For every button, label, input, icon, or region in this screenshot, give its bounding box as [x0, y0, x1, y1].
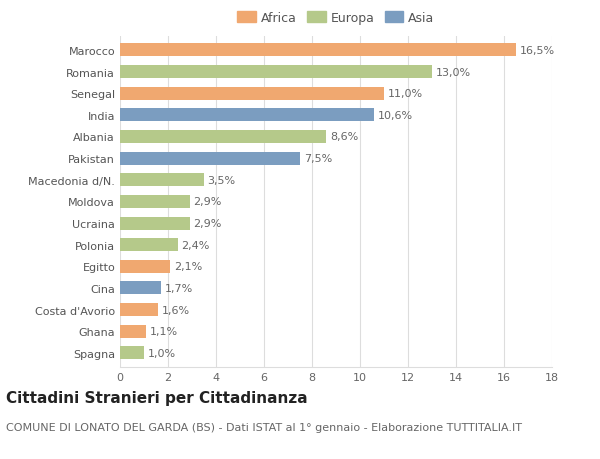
Bar: [120, 174, 204, 187]
Bar: [120, 217, 190, 230]
Text: 10,6%: 10,6%: [378, 111, 413, 121]
Bar: [120, 282, 161, 295]
Text: 1,1%: 1,1%: [150, 326, 178, 336]
Bar: [120, 88, 384, 101]
Bar: [120, 131, 326, 144]
Text: 3,5%: 3,5%: [208, 175, 236, 185]
Text: Cittadini Stranieri per Cittadinanza: Cittadini Stranieri per Cittadinanza: [6, 390, 308, 405]
Text: 2,9%: 2,9%: [193, 218, 221, 229]
Text: 2,4%: 2,4%: [181, 240, 209, 250]
Bar: [120, 44, 516, 57]
Text: 16,5%: 16,5%: [520, 46, 555, 56]
Text: 2,9%: 2,9%: [193, 197, 221, 207]
Text: 13,0%: 13,0%: [436, 67, 471, 78]
Bar: [120, 152, 300, 165]
Text: 1,7%: 1,7%: [164, 283, 193, 293]
Text: 1,0%: 1,0%: [148, 348, 176, 358]
Text: 11,0%: 11,0%: [388, 89, 423, 99]
Bar: [120, 109, 374, 122]
Text: 1,6%: 1,6%: [162, 305, 190, 315]
Bar: [120, 260, 170, 273]
Bar: [120, 239, 178, 252]
Bar: [120, 196, 190, 208]
Text: COMUNE DI LONATO DEL GARDA (BS) - Dati ISTAT al 1° gennaio - Elaborazione TUTTIT: COMUNE DI LONATO DEL GARDA (BS) - Dati I…: [6, 422, 522, 432]
Bar: [120, 303, 158, 316]
Bar: [120, 325, 146, 338]
Legend: Africa, Europa, Asia: Africa, Europa, Asia: [235, 9, 437, 27]
Bar: [120, 347, 144, 360]
Text: 8,6%: 8,6%: [330, 132, 358, 142]
Text: 2,1%: 2,1%: [174, 262, 202, 272]
Bar: [120, 66, 432, 79]
Text: 7,5%: 7,5%: [304, 154, 332, 164]
